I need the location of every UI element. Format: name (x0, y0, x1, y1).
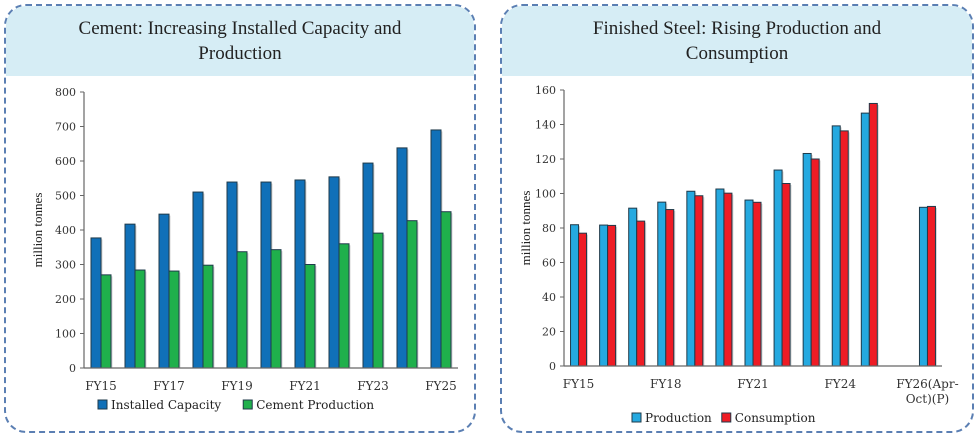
bar-production (802, 152, 812, 367)
bar-production (686, 190, 696, 367)
bar-installed-capacity (396, 147, 408, 369)
y-axis-title: million tonnes (30, 193, 45, 268)
bar-installed-capacity (158, 213, 170, 369)
bar-installed-capacity (294, 179, 306, 369)
x-tick-label: FY15 (85, 379, 117, 393)
steel-chart: 0 20 40 60 80 100 120 140 160 million tonnes FY15 F… (518, 84, 959, 425)
bar-cement-production (406, 220, 418, 369)
bar-production (628, 207, 638, 367)
legend-label: Production (645, 411, 712, 425)
bar-cement-production (168, 270, 180, 369)
y-tick-label: 160 (535, 84, 556, 97)
bar-production (773, 169, 783, 367)
steel-chart-panel: Finished Steel: Rising Production and Co… (500, 4, 974, 433)
bar-installed-capacity (260, 181, 272, 369)
x-tick-label: FY15 (563, 377, 595, 391)
bar-cement-production (338, 243, 350, 369)
y-tick-label: 300 (55, 259, 76, 272)
y-tick-label: 500 (55, 190, 76, 203)
bar-production (715, 188, 725, 367)
cement-chart-panel: Cement: Increasing Installed Capacity an… (4, 4, 476, 433)
bar-consumption (723, 192, 733, 367)
bar-consumption (636, 220, 646, 367)
bar-production (599, 224, 609, 367)
x-tick-label: FY24 (824, 377, 856, 391)
y-tick-label: 60 (542, 257, 556, 270)
y-tick-label: 40 (542, 291, 556, 304)
bar-consumption (868, 102, 878, 367)
legend-label: Cement Production (256, 398, 374, 412)
bar-installed-capacity (226, 181, 238, 369)
y-tick-label: 0 (549, 360, 556, 373)
bar-installed-capacity (124, 223, 136, 369)
y-axis-title: million tonnes (518, 191, 533, 266)
legend-swatch (97, 399, 108, 410)
bar-cement-production (134, 269, 146, 369)
y-tick-label: 700 (55, 121, 76, 134)
steel-chart-title: Finished Steel: Rising Production and Co… (502, 6, 972, 76)
x-tick-label: FY25 (425, 379, 457, 393)
bar-cement-production (440, 211, 452, 369)
x-tick-label: FY21 (737, 377, 769, 391)
bar-installed-capacity (362, 162, 374, 369)
bar-production (831, 125, 841, 367)
legend-swatch (721, 412, 732, 423)
legend-label: Consumption (735, 411, 816, 425)
bar-cement-production (270, 249, 282, 369)
x-tick-label: FY23 (357, 379, 389, 393)
bar-cement-production (304, 264, 316, 369)
y-tick-label: 100 (535, 188, 556, 201)
y-tick-label: 600 (55, 155, 76, 168)
bar-consumption (752, 201, 762, 367)
x-tick-label: FY26(Apr-Oct)(P) (896, 377, 958, 406)
legend-swatch (631, 412, 642, 423)
y-tick-label: 140 (535, 119, 556, 132)
y-tick-label: 80 (542, 222, 556, 235)
y-tick-label: 0 (69, 362, 76, 375)
bar-installed-capacity (90, 237, 102, 369)
bar-consumption (781, 182, 791, 367)
bar-production (744, 199, 754, 367)
legend-label: Installed Capacity (111, 398, 221, 412)
bar-consumption (694, 195, 704, 367)
bar-cement-production (202, 264, 214, 369)
legend-swatch (242, 399, 253, 410)
bar-consumption (578, 232, 588, 367)
y-tick-label: 20 (542, 326, 556, 339)
bar-consumption (810, 158, 820, 367)
y-tick-label: 120 (535, 153, 556, 166)
bar-consumption (607, 224, 617, 367)
cement-chart-title: Cement: Increasing Installed Capacity an… (6, 6, 474, 76)
x-tick-label: FY19 (221, 379, 253, 393)
x-tick-label: FY17 (153, 379, 185, 393)
bar-consumption (926, 205, 936, 367)
bar-installed-capacity (328, 176, 340, 369)
bar-production (918, 206, 928, 367)
bar-consumption (665, 209, 675, 367)
bar-cement-production (100, 274, 112, 369)
bar-consumption (839, 130, 849, 367)
bar-installed-capacity (430, 129, 442, 369)
bar-production (657, 201, 667, 367)
bar-cement-production (372, 232, 384, 369)
y-tick-label: 800 (55, 86, 76, 99)
x-tick-label: FY18 (650, 377, 682, 391)
y-tick-label: 200 (55, 293, 76, 306)
y-tick-label: 100 (55, 328, 76, 341)
cement-chart: 0 100 200 300 400 500 600 700 800 million tonnes F… (30, 86, 458, 412)
x-tick-label: FY21 (289, 379, 321, 393)
y-tick-label: 400 (55, 224, 76, 237)
bar-production (860, 112, 870, 367)
bar-installed-capacity (192, 191, 204, 369)
bar-production (570, 224, 580, 367)
bar-cement-production (236, 251, 248, 369)
